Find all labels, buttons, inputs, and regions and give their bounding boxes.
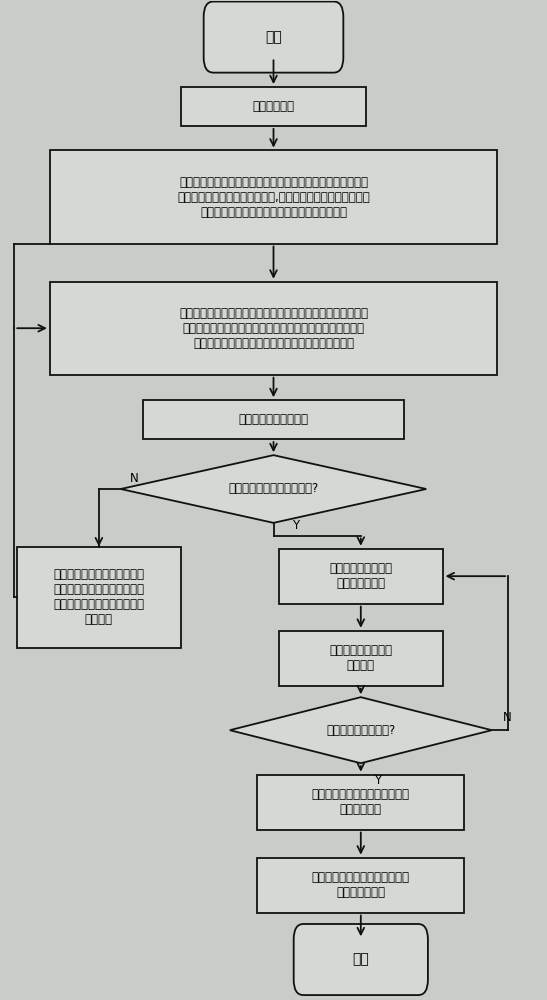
- Polygon shape: [230, 697, 492, 763]
- Text: 生产线上无元件残留?: 生产线上无元件残留?: [326, 724, 395, 737]
- Text: 根据生产线上的元件数量和成
品数量动态调节工作在上料模
块和下料模块的智能视觉机器
人的数量: 根据生产线上的元件数量和成 品数量动态调节工作在上料模 块和下料模块的智能视觉机…: [54, 568, 144, 626]
- FancyBboxPatch shape: [17, 547, 181, 648]
- Text: 上料智能视觉机器人、装配智能视觉机器人、下料智能视觉机
器人跟据视觉传感器返回的图像信息来完成相应的上料、装
配、下料工作，并且向控制平台实时返回工作信息。: 上料智能视觉机器人、装配智能视觉机器人、下料智能视觉机 器人跟据视觉传感器返回的…: [179, 307, 368, 350]
- Text: Y: Y: [374, 774, 381, 787]
- FancyBboxPatch shape: [257, 775, 464, 830]
- Text: 智能视觉机器人进行
清理工作: 智能视觉机器人进行 清理工作: [329, 644, 392, 672]
- FancyBboxPatch shape: [50, 150, 497, 244]
- FancyBboxPatch shape: [181, 87, 366, 126]
- Text: 合格成品数量达到订单要求?: 合格成品数量达到订单要求?: [229, 482, 318, 495]
- Text: 输入订单信息: 输入订单信息: [253, 100, 294, 113]
- Text: 结束: 结束: [352, 953, 369, 967]
- Text: 开始: 开始: [265, 30, 282, 44]
- Text: 控制平台向视觉机器人工作平台
发出停止命令: 控制平台向视觉机器人工作平台 发出停止命令: [312, 788, 410, 816]
- Text: Y: Y: [292, 519, 299, 532]
- Text: 通知视觉机器人工作
站开始清理工作: 通知视觉机器人工作 站开始清理工作: [329, 562, 392, 590]
- Text: N: N: [130, 472, 139, 485]
- FancyBboxPatch shape: [143, 400, 404, 439]
- FancyBboxPatch shape: [279, 631, 443, 686]
- Text: 控制平台整合所有信息: 控制平台整合所有信息: [238, 413, 309, 426]
- Text: 控制平台根据订单信息，解算需要的元件种类和数量，并向视
觉机器人工作平台发出控制命令,让其开始工作并运行相应模块
程序，所有智能视觉机器人及传送装置开始工作: 控制平台根据订单信息，解算需要的元件种类和数量，并向视 觉机器人工作平台发出控制…: [177, 176, 370, 219]
- FancyBboxPatch shape: [279, 549, 443, 604]
- FancyBboxPatch shape: [203, 2, 344, 73]
- Polygon shape: [121, 455, 426, 523]
- Text: 所有智能视觉机器人进入待机状
态，生产线停止: 所有智能视觉机器人进入待机状 态，生产线停止: [312, 871, 410, 899]
- Text: N: N: [503, 711, 511, 724]
- FancyBboxPatch shape: [294, 924, 428, 995]
- FancyBboxPatch shape: [257, 858, 464, 913]
- FancyBboxPatch shape: [50, 282, 497, 375]
